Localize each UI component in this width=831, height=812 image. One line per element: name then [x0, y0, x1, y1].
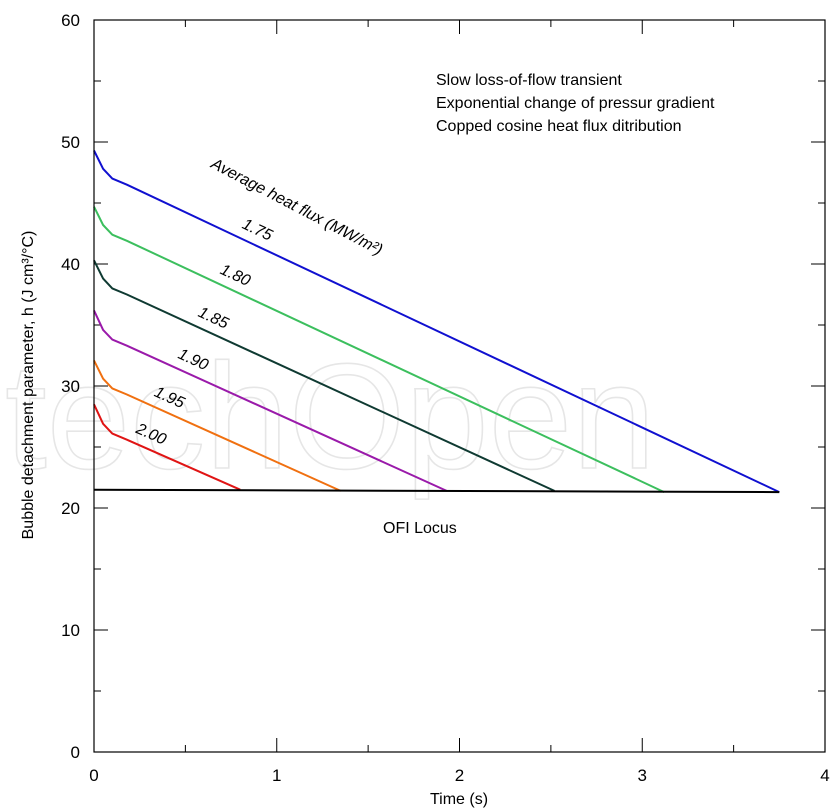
series-line-1-95	[93, 359, 342, 492]
x-tick-label: 0	[89, 766, 98, 785]
series-group-label: Average heat flux (MW/m²)	[207, 155, 385, 259]
series-line-1-80	[93, 206, 665, 494]
y-tick-label: 0	[71, 743, 80, 762]
y-tick-label: 10	[61, 621, 80, 640]
series-lines	[93, 150, 780, 494]
series-line-1-90	[93, 309, 448, 492]
x-tick-label: 3	[638, 766, 647, 785]
series-line-2-00	[93, 403, 241, 491]
x-tick-label: 4	[820, 766, 829, 785]
x-axis-title: Time (s)	[430, 791, 488, 808]
y-axis-title: Bubble detachment parameter, h (J cm³/°C…	[20, 231, 37, 540]
plot-frame	[93, 19, 826, 753]
y-tick-label: 60	[61, 11, 80, 30]
ofi-locus-label-group: OFI Locus	[383, 520, 457, 537]
x-tick-label: 2	[455, 766, 464, 785]
annotation-line-3: Copped cosine heat flux ditribution	[436, 118, 682, 135]
y-tick-label: 50	[61, 133, 80, 152]
series-line-1-85	[93, 259, 555, 492]
watermark-text: IntechOpen	[0, 332, 656, 500]
x-tick-label: 1	[272, 766, 281, 785]
annotation-line-1: Slow loss-of-flow transient	[436, 72, 622, 89]
y-tick-label: 40	[61, 255, 80, 274]
ofi-locus-line	[93, 488, 780, 494]
ofi-locus-label: OFI Locus	[383, 520, 457, 537]
y-tick-label: 20	[61, 499, 80, 518]
series-line-1-75	[93, 150, 780, 494]
y-tick-label: 30	[61, 377, 80, 396]
annotation-line-2: Exponential change of pressur gradient	[436, 95, 715, 112]
